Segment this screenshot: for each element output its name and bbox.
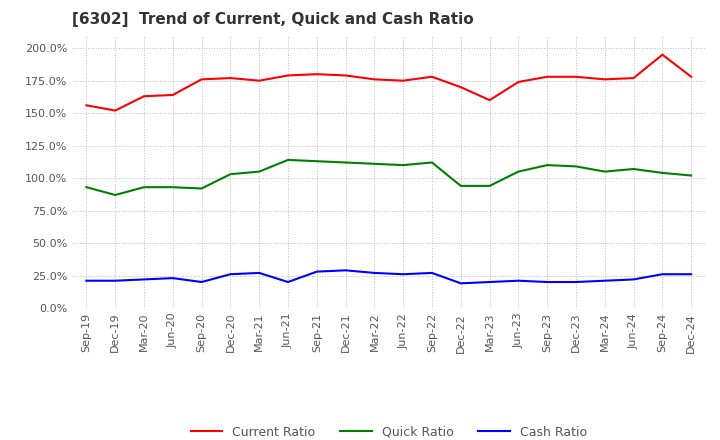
Quick Ratio	[399, 162, 408, 168]
Cash Ratio	[658, 271, 667, 277]
Line: Current Ratio: Current Ratio	[86, 55, 691, 110]
Current Ratio	[399, 78, 408, 83]
Quick Ratio	[658, 170, 667, 176]
Cash Ratio	[600, 278, 609, 283]
Quick Ratio	[226, 172, 235, 177]
Legend: Current Ratio, Quick Ratio, Cash Ratio: Current Ratio, Quick Ratio, Cash Ratio	[186, 421, 592, 440]
Current Ratio	[140, 94, 148, 99]
Quick Ratio	[111, 192, 120, 198]
Cash Ratio	[226, 271, 235, 277]
Current Ratio	[82, 103, 91, 108]
Quick Ratio	[485, 183, 494, 188]
Quick Ratio	[629, 166, 638, 172]
Current Ratio	[687, 74, 696, 79]
Cash Ratio	[284, 279, 292, 285]
Current Ratio	[284, 73, 292, 78]
Quick Ratio	[428, 160, 436, 165]
Cash Ratio	[543, 279, 552, 285]
Quick Ratio	[687, 173, 696, 178]
Current Ratio	[312, 72, 321, 77]
Quick Ratio	[255, 169, 264, 174]
Current Ratio	[658, 52, 667, 57]
Current Ratio	[572, 74, 580, 79]
Current Ratio	[226, 75, 235, 81]
Cash Ratio	[341, 268, 350, 273]
Current Ratio	[514, 79, 523, 84]
Cash Ratio	[428, 270, 436, 275]
Quick Ratio	[370, 161, 379, 166]
Cash Ratio	[168, 275, 177, 281]
Quick Ratio	[168, 184, 177, 190]
Quick Ratio	[312, 158, 321, 164]
Cash Ratio	[514, 278, 523, 283]
Cash Ratio	[572, 279, 580, 285]
Quick Ratio	[197, 186, 206, 191]
Quick Ratio	[572, 164, 580, 169]
Current Ratio	[111, 108, 120, 113]
Current Ratio	[370, 77, 379, 82]
Cash Ratio	[629, 277, 638, 282]
Cash Ratio	[197, 279, 206, 285]
Quick Ratio	[284, 157, 292, 162]
Quick Ratio	[600, 169, 609, 174]
Quick Ratio	[543, 162, 552, 168]
Text: [6302]  Trend of Current, Quick and Cash Ratio: [6302] Trend of Current, Quick and Cash …	[72, 12, 474, 27]
Cash Ratio	[456, 281, 465, 286]
Current Ratio	[629, 75, 638, 81]
Current Ratio	[600, 77, 609, 82]
Current Ratio	[255, 78, 264, 83]
Cash Ratio	[399, 271, 408, 277]
Cash Ratio	[312, 269, 321, 274]
Cash Ratio	[485, 279, 494, 285]
Quick Ratio	[341, 160, 350, 165]
Current Ratio	[341, 73, 350, 78]
Cash Ratio	[82, 278, 91, 283]
Current Ratio	[197, 77, 206, 82]
Cash Ratio	[111, 278, 120, 283]
Line: Quick Ratio: Quick Ratio	[86, 160, 691, 195]
Current Ratio	[428, 74, 436, 79]
Cash Ratio	[370, 270, 379, 275]
Current Ratio	[168, 92, 177, 98]
Current Ratio	[543, 74, 552, 79]
Current Ratio	[485, 98, 494, 103]
Line: Cash Ratio: Cash Ratio	[86, 270, 691, 283]
Current Ratio	[456, 84, 465, 90]
Quick Ratio	[456, 183, 465, 188]
Cash Ratio	[687, 271, 696, 277]
Cash Ratio	[140, 277, 148, 282]
Quick Ratio	[82, 184, 91, 190]
Cash Ratio	[255, 270, 264, 275]
Quick Ratio	[514, 169, 523, 174]
Quick Ratio	[140, 184, 148, 190]
